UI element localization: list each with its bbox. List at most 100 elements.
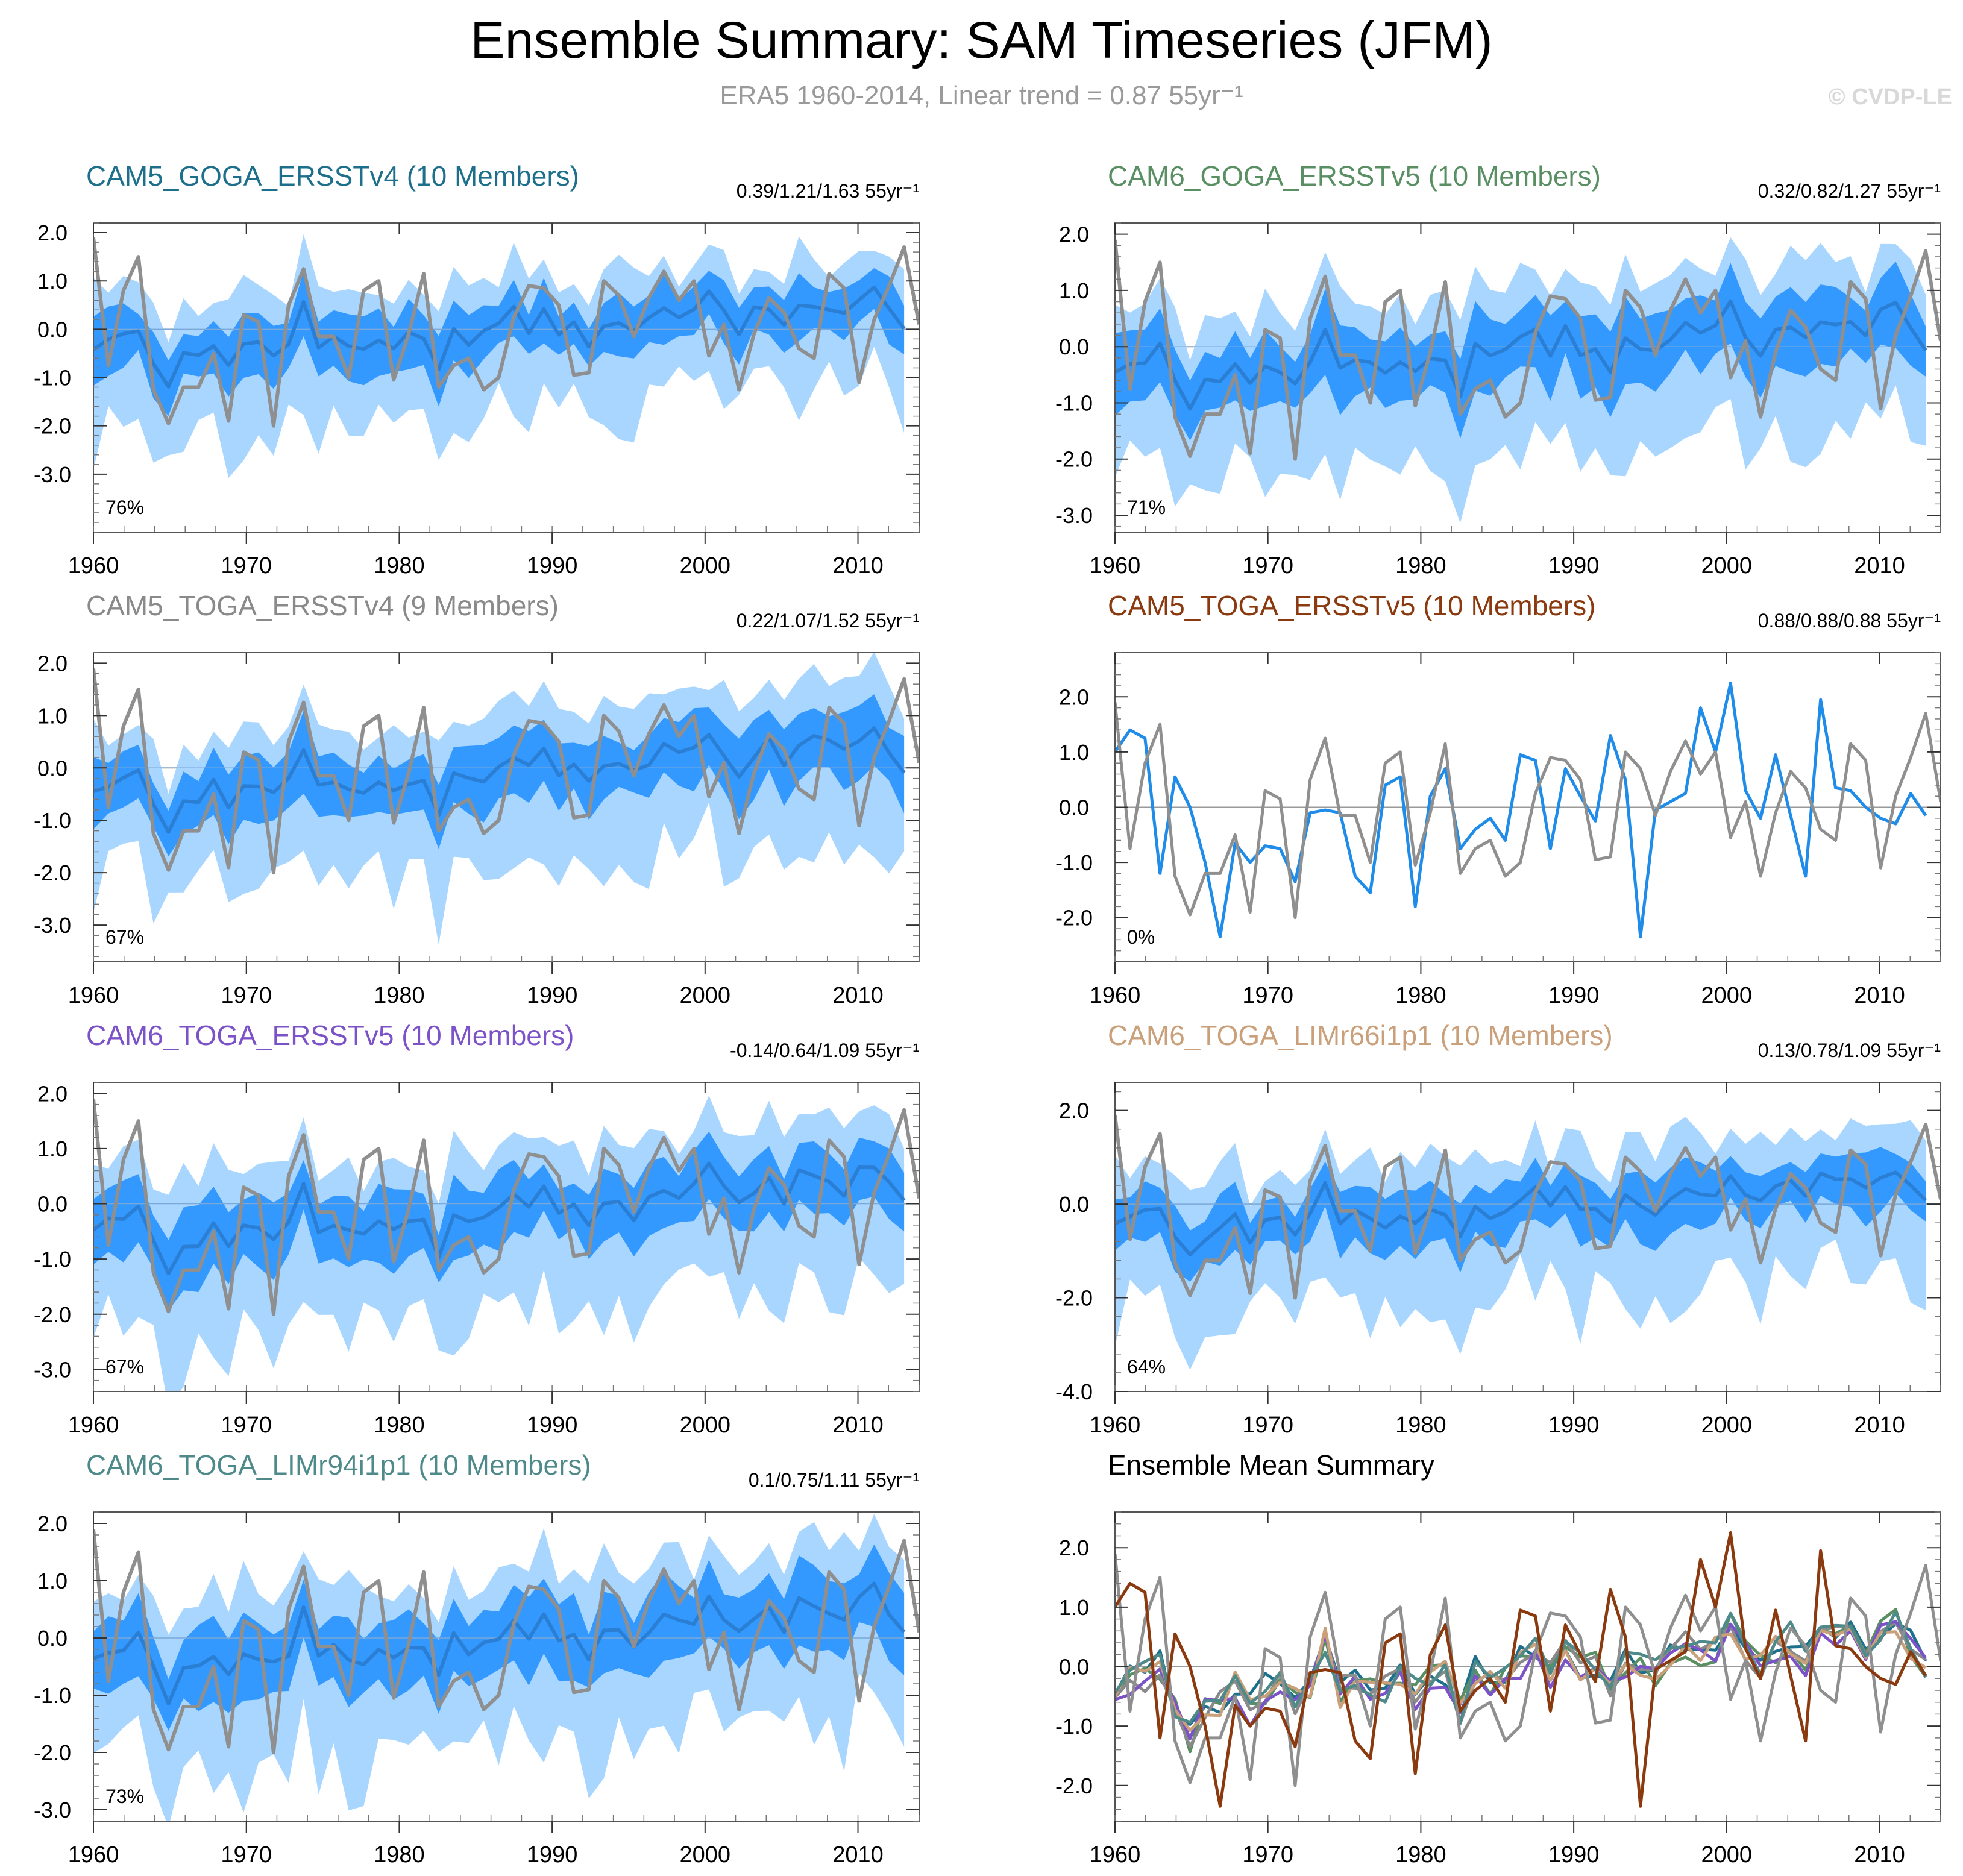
x-tick-label: 1980 [374,1413,425,1438]
x-tick-label: 1960 [68,1413,119,1438]
y-tick-label: 0.0 [1059,795,1089,820]
panel-1: CAM5_GOGA_ERSSTv4 (10 Members) 0.39/1.21/… [34,160,920,579]
panel-3: CAM5_TOGA_ERSSTv4 (9 Members) 0.22/1.07/1… [34,590,920,1008]
plot-area [93,1095,919,1391]
x-tick-label: 1960 [68,553,119,579]
plot-area [1115,237,1941,523]
y-tick-label: -2.0 [1055,1286,1093,1311]
plot-frame [1114,222,1941,533]
y-tick-label: 2.0 [1059,1099,1089,1123]
y-tick-label: 0.0 [37,1626,68,1651]
x-tick-label: 2010 [832,553,884,579]
y-tick-label: -1.0 [34,366,71,391]
x-tick-label: 1990 [527,1413,578,1438]
x-tick-label: 1960 [68,983,119,1008]
inner-spread-band [1115,261,1926,441]
ensemble-mean-line [93,1581,906,1705]
x-tick-label: 1960 [68,1842,119,1868]
y-tick-label: 1.0 [37,1137,68,1161]
x-tick-label: 1980 [1395,983,1446,1008]
x-tick-label: 1980 [1395,1842,1446,1868]
percent-label: 64% [1127,1356,1166,1378]
panel-title: CAM5_TOGA_ERSSTv5 (10 Members) [1108,590,1596,621]
x-tick-label: 1970 [221,983,272,1008]
y-tick-label: -1.0 [34,1683,71,1708]
observation-line [93,1099,919,1316]
trend-label: 0.39/1.21/1.63 55yr⁻¹ [737,180,919,202]
summary-line-7 [1115,1610,1927,1725]
y-tick-label: 0.0 [37,756,68,780]
plot-area [93,653,919,945]
plot-area [93,1514,919,1821]
y-tick-label: 1.0 [1059,278,1089,303]
x-tick-label: 1970 [221,1413,272,1438]
y-tick-label: -2.0 [1055,1774,1093,1798]
panel-8: Ensemble Mean Summary 2.0 1.0 0.0 -1.0 -2.0 19… [1055,1449,1941,1868]
y-tick-label: 0.0 [37,317,68,342]
percent-label: 0% [1127,926,1155,948]
inner-spread-band [93,268,905,416]
x-tick-label: 1980 [374,553,425,579]
panel-title: CAM6_TOGA_ERSSTv5 (10 Members) [86,1020,574,1051]
y-tick-label: -2.0 [34,1302,71,1327]
panel-5: CAM6_TOGA_ERSSTv5 (10 Members) -0.14/0.64… [34,1020,920,1438]
x-tick-label: 2010 [1854,983,1905,1008]
observation-line [1115,239,1941,461]
summary-line-4 [1115,1531,1927,1808]
y-tick-label: -2.0 [34,1740,71,1765]
inner-spread-band [1115,1147,1926,1282]
x-tick-label: 1990 [1548,1842,1600,1868]
observation-line [93,1529,919,1754]
x-tick-label: 1970 [1242,983,1293,1008]
x-tick-label: 2010 [1854,1842,1905,1868]
trend-label: 0.13/0.78/1.09 55yr⁻¹ [1758,1040,1941,1061]
y-tick-label: -1.0 [1055,391,1093,415]
y-tick-label: -3.0 [34,913,71,938]
x-tick-label: 1960 [1090,1842,1141,1868]
panel-6: CAM6_TOGA_LIMr66i1p1 (10 Members) 0.13/0.… [1055,1020,1941,1438]
y-tick-label: 2.0 [1059,1536,1089,1560]
y-tick-label: -2.0 [1055,906,1093,930]
y-tick-label: 1.0 [37,703,68,728]
x-tick-label: 1990 [527,553,578,579]
x-tick-label: 1980 [1395,553,1446,579]
y-tick-label: -1.0 [34,1247,71,1272]
summary-line-1 [1115,1620,1927,1726]
summary-line-6 [1115,1627,1927,1732]
x-tick-label: 1970 [221,1842,272,1868]
y-tick-label: 1.0 [37,269,68,293]
percent-label: 67% [105,1356,144,1378]
inner-spread-band [93,694,905,856]
percent-label: 76% [105,497,144,518]
observation-line [1115,1115,1941,1300]
ensemble-mean-line [93,1161,906,1276]
panel-title: CAM6_GOGA_ERSSTv5 (10 Members) [1108,160,1601,192]
summary-line-3 [1115,1620,1927,1748]
y-tick-label: -3.0 [34,462,71,487]
y-tick-label: -4.0 [1055,1379,1093,1404]
x-tick-label: 1970 [1242,1842,1293,1868]
y-tick-label: 2.0 [37,651,68,676]
observation-line [1115,702,1941,920]
panel-title: CAM5_TOGA_ERSSTv4 (9 Members) [86,590,559,621]
panel-2: CAM6_GOGA_ERSSTv5 (10 Members) 0.32/0.82/… [1055,160,1941,579]
x-tick-label: 1970 [221,553,272,579]
x-tick-label: 2010 [1854,1413,1905,1438]
x-tick-label: 2010 [832,1842,884,1868]
y-tick-label: 2.0 [37,221,68,245]
y-tick-label: -3.0 [1055,503,1093,528]
member-line [1115,681,1927,939]
trend-label: 0.32/0.82/1.27 55yr⁻¹ [1758,180,1941,202]
y-tick-label: 0.0 [1059,1655,1089,1680]
observation-line [1115,1553,1941,1787]
x-tick-label: 2000 [680,1842,731,1868]
y-tick-label: 2.0 [1059,222,1089,247]
plot-area [1115,1115,1941,1370]
percent-label: 71% [1127,497,1166,518]
x-tick-label: 1960 [1090,553,1141,579]
figure-title: Ensemble Summary: SAM Timeseries (JFM) [470,11,1493,69]
trend-label: 0.22/1.07/1.52 55yr⁻¹ [737,610,919,632]
y-tick-label: 0.0 [1059,334,1089,359]
x-tick-label: 2010 [832,983,884,1008]
x-tick-label: 1960 [1090,1413,1141,1438]
